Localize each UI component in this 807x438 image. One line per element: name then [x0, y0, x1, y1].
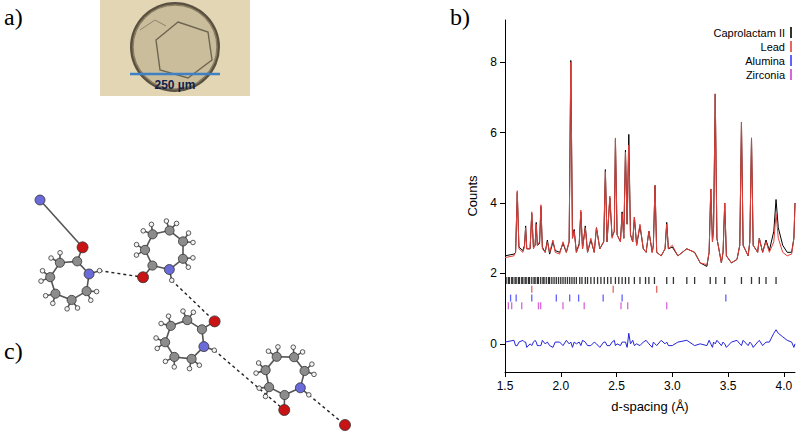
svg-text:250 µm: 250 µm [155, 78, 196, 92]
html-text:b): b) [450, 4, 470, 30]
svg-text:Caprolactam II: Caprolactam II [713, 27, 785, 39]
svg-text:0: 0 [490, 337, 497, 351]
svg-text:Alumina: Alumina [745, 55, 786, 67]
svg-text:Lead: Lead [761, 41, 785, 53]
svg-text:d-spacing (Å): d-spacing (Å) [611, 399, 688, 414]
html-text:a): a) [4, 4, 23, 30]
svg-text:2: 2 [490, 266, 497, 280]
svg-text:8: 8 [490, 55, 497, 69]
svg-text:Zirconia: Zirconia [746, 69, 786, 81]
svg-text:2.0: 2.0 [552, 379, 569, 393]
svg-text:4: 4 [490, 196, 497, 210]
svg-text:6: 6 [490, 126, 497, 140]
svg-text:3.0: 3.0 [664, 379, 681, 393]
svg-text:Counts: Counts [465, 175, 480, 217]
svg-text:2.5: 2.5 [608, 379, 625, 393]
svg-text:1.5: 1.5 [497, 379, 514, 393]
svg-text:4.0: 4.0 [776, 379, 793, 393]
html-text:c): c) [4, 338, 23, 364]
svg-text:3.5: 3.5 [720, 379, 737, 393]
